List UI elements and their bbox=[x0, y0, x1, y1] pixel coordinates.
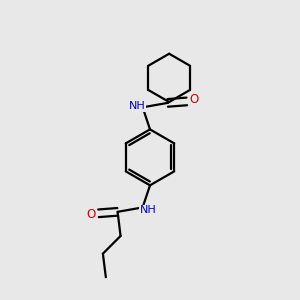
Text: NH: NH bbox=[140, 206, 157, 215]
Text: NH: NH bbox=[129, 101, 146, 111]
Text: O: O bbox=[86, 208, 96, 221]
Text: O: O bbox=[190, 93, 199, 106]
